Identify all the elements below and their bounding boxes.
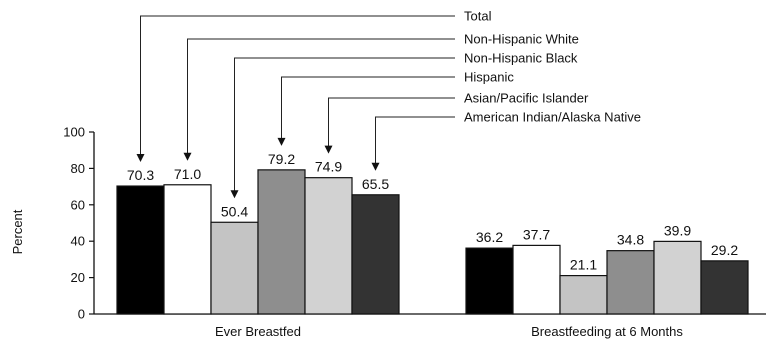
legend-leader-line [281, 76, 455, 139]
legend-arrowhead [183, 152, 192, 161]
bar [559, 274, 608, 315]
legend-label: Non-Hispanic White [464, 32, 579, 47]
bar-value-label: 21.1 [570, 257, 597, 273]
bar [163, 184, 212, 315]
legend-leader-line [187, 38, 455, 154]
legend-leader-line [140, 15, 455, 156]
bar-value-label: 39.9 [664, 222, 691, 238]
chart-bars [116, 169, 749, 315]
bar [257, 169, 306, 315]
bar [116, 185, 165, 315]
bar-value-label: 37.7 [523, 226, 550, 242]
legend-leader-line [375, 116, 455, 164]
legend-arrowhead [371, 162, 380, 171]
y-tick-label: 0 [78, 307, 85, 322]
legend-arrowhead [324, 145, 333, 154]
x-category-label: Breastfeeding at 6 Months [531, 324, 683, 339]
x-category-label: Ever Breastfed [215, 324, 301, 339]
bar-value-label: 36.2 [476, 229, 503, 245]
bar [351, 194, 400, 315]
bar-value-label: 65.5 [362, 176, 389, 192]
bar-value-label: 79.2 [268, 151, 295, 167]
legend-arrowhead [277, 137, 286, 146]
y-axis-title: Percent [10, 209, 25, 254]
y-tick-label: 80 [71, 161, 85, 176]
bar [210, 221, 259, 315]
legend-label: Asian/Pacific Islander [464, 91, 589, 106]
y-tick-label: 100 [63, 125, 85, 140]
bar-value-label: 71.0 [174, 166, 201, 182]
bar-value-label: 74.9 [315, 159, 342, 175]
bar [304, 177, 353, 315]
bar [606, 250, 655, 315]
legend-arrowhead [230, 190, 239, 199]
y-tick-label: 20 [71, 270, 85, 285]
chart-value-labels: 70.3 71.0 50.4 79.2 74.9 65.5 36.2 37.7 21.1 34.8… [127, 151, 738, 273]
legend-label: Non-Hispanic Black [464, 51, 578, 66]
legend-arrowhead [136, 154, 145, 163]
bar-value-label: 34.8 [617, 232, 644, 248]
y-tick-label: 60 [71, 197, 85, 212]
bar [465, 247, 514, 315]
chart-category-labels: Ever Breastfed Breastfeeding at 6 Months [215, 324, 683, 339]
y-tick-label: 40 [71, 234, 85, 249]
legend-label: Hispanic [464, 70, 514, 85]
bar-value-label: 70.3 [127, 167, 154, 183]
legend-label: Total [464, 9, 492, 24]
chart-legend: Total Non-Hispanic White Non-Hispanic Blac… [136, 9, 641, 199]
bar-value-label: 50.4 [221, 203, 248, 219]
legend-leader-line [328, 97, 455, 147]
bar [653, 240, 702, 315]
bar-value-label: 29.2 [711, 242, 738, 258]
legend-label: American Indian/Alaska Native [464, 110, 641, 125]
legend-leader-line [234, 57, 455, 192]
bar [512, 244, 561, 315]
bar [700, 260, 749, 315]
